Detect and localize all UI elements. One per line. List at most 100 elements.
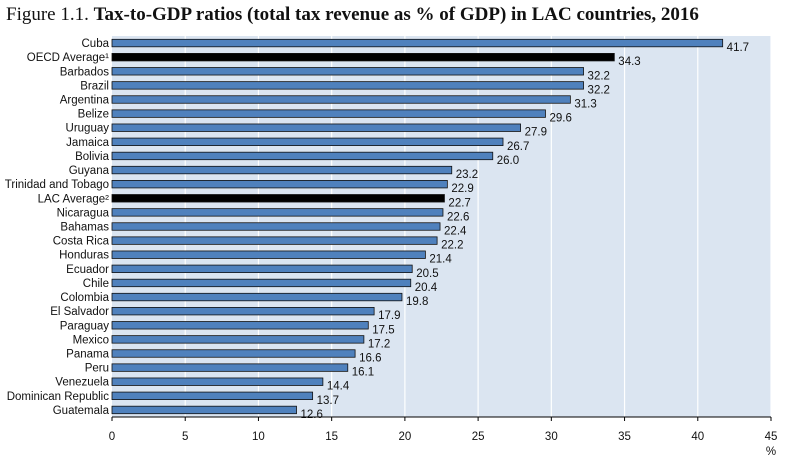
value-label: 22.7 bbox=[448, 197, 470, 209]
category-label: Bolivia bbox=[75, 151, 109, 163]
chart-title: Figure 1.1. Tax-to-GDP ratios (total tax… bbox=[6, 4, 786, 26]
category-label: Peru bbox=[85, 363, 109, 375]
x-axis-label: % bbox=[766, 446, 776, 458]
value-label: 41.7 bbox=[727, 42, 749, 54]
bar bbox=[111, 95, 571, 104]
x-tick-label: 10 bbox=[252, 431, 265, 443]
bar bbox=[111, 53, 615, 62]
bar bbox=[111, 335, 365, 344]
value-label: 29.6 bbox=[549, 113, 571, 125]
bar bbox=[111, 81, 584, 90]
bar bbox=[111, 349, 356, 358]
value-label: 13.7 bbox=[317, 395, 339, 407]
x-tick-label: 25 bbox=[472, 431, 485, 443]
bar bbox=[111, 278, 412, 288]
category-label: Ecuador bbox=[66, 264, 109, 276]
bar bbox=[111, 363, 349, 372]
figure-label: Figure 1.1. bbox=[6, 4, 89, 25]
category-label: OECD Average¹ bbox=[27, 52, 109, 64]
category-label: Bahamas bbox=[60, 222, 109, 234]
category-label: Uruguay bbox=[66, 123, 110, 135]
value-label: 16.1 bbox=[352, 367, 374, 379]
chart-title-text: Tax-to-GDP ratios (total tax revenue as … bbox=[93, 4, 699, 25]
bar bbox=[111, 250, 426, 259]
category-label: Paraguay bbox=[60, 320, 109, 332]
category-label: Trinidad and Tobago bbox=[5, 179, 109, 191]
bar bbox=[111, 180, 448, 189]
bar bbox=[111, 137, 504, 146]
category-label: Chile bbox=[83, 278, 109, 290]
value-label: 21.4 bbox=[429, 254, 452, 266]
category-label: Barbados bbox=[60, 66, 109, 78]
category-label: Guatemala bbox=[53, 405, 110, 417]
category-label: El Salvador bbox=[50, 306, 109, 318]
bar bbox=[111, 208, 444, 217]
category-label: Jamaica bbox=[66, 137, 109, 149]
value-label: 17.5 bbox=[372, 324, 394, 336]
value-label: 16.6 bbox=[359, 353, 381, 365]
category-label: Guyana bbox=[69, 165, 110, 177]
category-label: LAC Average² bbox=[38, 193, 110, 205]
category-label: Dominican Republic bbox=[7, 391, 110, 403]
category-label: Honduras bbox=[59, 250, 109, 262]
category-labels: Cuba OECD Average¹ Barbados Brazil Argentina… bbox=[5, 38, 110, 417]
category-label: Brazil bbox=[80, 80, 109, 92]
value-label: 19.8 bbox=[406, 296, 428, 308]
bar bbox=[111, 222, 441, 231]
category-label: Cuba bbox=[82, 38, 110, 50]
bar bbox=[111, 123, 521, 132]
value-label: 22.4 bbox=[444, 226, 467, 238]
x-axis-ticks: 0 5 10 15 20 25 30 35 40 45 bbox=[109, 417, 778, 443]
bar bbox=[111, 307, 375, 316]
value-label: 22.6 bbox=[447, 211, 469, 223]
bar bbox=[111, 109, 546, 118]
x-tick-label: 5 bbox=[182, 431, 188, 443]
value-label: 26.7 bbox=[507, 141, 529, 153]
value-label: 12.6 bbox=[301, 409, 323, 421]
value-label: 22.2 bbox=[441, 240, 463, 252]
value-labels: 41.7 34.3 32.2 32.2 31.329.627.9 26.7 26.0 23.2… bbox=[301, 42, 750, 421]
bar bbox=[111, 264, 413, 273]
value-label: 14.4 bbox=[327, 381, 350, 393]
x-tick-label: 30 bbox=[545, 431, 558, 443]
value-label: 34.3 bbox=[618, 56, 640, 68]
category-label: Nicaragua bbox=[57, 207, 110, 219]
bar bbox=[111, 405, 297, 415]
bars bbox=[111, 38, 724, 415]
value-label: 27.9 bbox=[525, 127, 547, 139]
category-label: Argentina bbox=[60, 95, 110, 107]
bar bbox=[111, 391, 314, 400]
bar bbox=[111, 377, 324, 386]
bar bbox=[111, 321, 369, 330]
value-label: 20.4 bbox=[415, 282, 438, 294]
category-label: Mexico bbox=[73, 334, 109, 346]
bar bbox=[111, 292, 403, 302]
x-tick-label: 40 bbox=[691, 431, 704, 443]
bar bbox=[111, 38, 724, 48]
value-label: 22.9 bbox=[451, 183, 473, 195]
value-label: 23.2 bbox=[456, 169, 478, 181]
value-label: 32.2 bbox=[588, 70, 610, 82]
category-label: Belize bbox=[78, 109, 109, 121]
bar bbox=[111, 67, 584, 76]
category-label: Panama bbox=[66, 349, 109, 361]
x-tick-label: 0 bbox=[109, 431, 115, 443]
value-label: 26.0 bbox=[497, 155, 519, 167]
value-label: 31.3 bbox=[574, 99, 596, 111]
bar bbox=[111, 194, 445, 203]
value-label: 17.9 bbox=[378, 310, 400, 322]
category-label: Venezuela bbox=[55, 377, 109, 389]
value-label: 32.2 bbox=[588, 84, 610, 96]
x-tick-label: 20 bbox=[398, 431, 411, 443]
value-label: 17.2 bbox=[368, 338, 390, 350]
x-tick-label: 45 bbox=[765, 431, 778, 443]
bar bbox=[111, 165, 453, 175]
category-label: Colombia bbox=[60, 292, 109, 304]
x-tick-label: 35 bbox=[618, 431, 631, 443]
x-tick-label: 15 bbox=[325, 431, 338, 443]
bar bbox=[111, 151, 494, 161]
category-label: Costa Rica bbox=[53, 236, 110, 248]
bar bbox=[111, 236, 438, 245]
value-label: 20.5 bbox=[416, 268, 438, 280]
